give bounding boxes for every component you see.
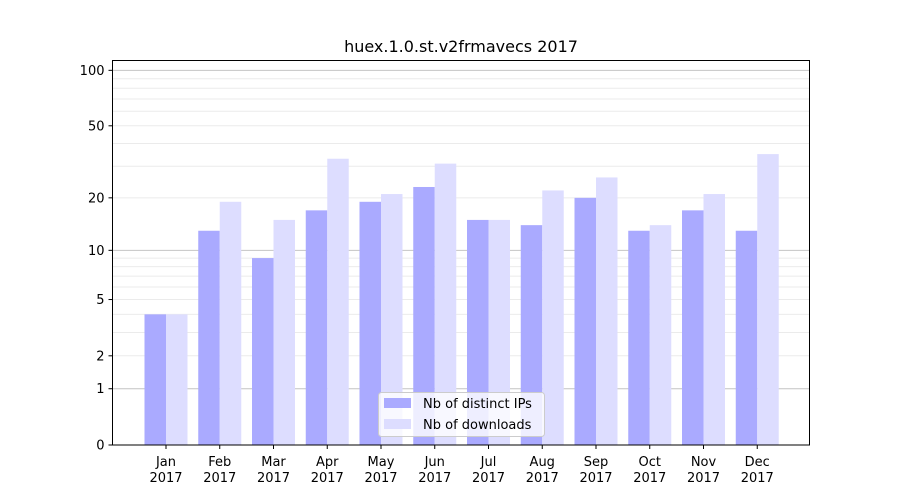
y-tick-label: 1 xyxy=(96,382,104,397)
bar-downloads xyxy=(649,225,672,445)
x-tick-label-line: Nov xyxy=(691,455,717,470)
x-tick-label-line: 2017 xyxy=(741,471,774,486)
bar-distinct-ips xyxy=(574,197,596,445)
bar-distinct-ips xyxy=(144,314,166,445)
bar-distinct-ips xyxy=(198,230,220,445)
x-tick-label-line: Jun xyxy=(424,455,445,470)
x-tick-label: Jul 2017 xyxy=(472,455,505,486)
bars xyxy=(144,154,779,446)
x-tick-label: Mar 2017 xyxy=(257,455,290,486)
bar-downloads xyxy=(273,219,295,445)
x-tick-label: Nov 2017 xyxy=(687,455,720,486)
x-tick-label: Dec 2017 xyxy=(741,455,774,486)
bar-downloads xyxy=(434,163,457,445)
x-tick-label: Jan 2017 xyxy=(149,455,182,486)
bar-downloads xyxy=(542,190,564,445)
x-tick-label-line: Feb xyxy=(208,455,231,470)
x-tick-label: Sep 2017 xyxy=(579,455,612,486)
bar-downloads xyxy=(219,201,242,445)
x-tick-label: May 2017 xyxy=(364,455,397,486)
bar-downloads xyxy=(757,154,779,445)
axes-frame xyxy=(112,60,810,446)
x-tick-label-line: 2017 xyxy=(418,471,451,486)
x-tick-label-line: 2017 xyxy=(203,471,236,486)
y-tick-label: 5 xyxy=(96,293,104,308)
x-tick-label-line: 2017 xyxy=(311,471,344,486)
x-tick-label-line: May xyxy=(368,455,395,470)
x-tick-label-line: 2017 xyxy=(579,471,612,486)
bar-distinct-ips xyxy=(467,219,489,445)
bar-downloads xyxy=(703,194,725,445)
bar-distinct-ips xyxy=(413,186,435,446)
y-tick-label: 20 xyxy=(88,191,105,206)
bar-distinct-ips xyxy=(735,230,758,445)
bar-distinct-ips xyxy=(628,230,650,445)
x-tick-label: Feb 2017 xyxy=(203,455,236,486)
x-tick-label-line: Sep xyxy=(584,455,609,470)
y-tick-label: 0 xyxy=(96,439,104,454)
bar-downloads xyxy=(381,194,403,445)
bar-distinct-ips xyxy=(682,210,704,445)
bar-distinct-ips xyxy=(359,201,381,445)
bar-downloads xyxy=(166,314,188,445)
y-tick-label: 2 xyxy=(96,349,104,364)
x-tick-label-line: Jul xyxy=(480,455,497,470)
bar-distinct-ips xyxy=(305,210,328,445)
x-tick-label-line: 2017 xyxy=(257,471,290,486)
x-tick-label-line: Mar xyxy=(261,455,286,470)
bar-downloads xyxy=(596,177,618,446)
bar-downloads xyxy=(488,219,510,445)
legend-box xyxy=(378,392,545,437)
x-tick-label-line: 2017 xyxy=(687,471,720,486)
x-tick-label-line: 2017 xyxy=(472,471,505,486)
x-tick-label-line: 2017 xyxy=(149,471,182,486)
x-tick-label-line: Jan xyxy=(155,455,176,470)
x-tick-label-line: Dec xyxy=(745,455,770,470)
x-tick-label-line: 2017 xyxy=(633,471,666,486)
legend-label: Nb of distinct IPs xyxy=(423,397,532,412)
bar-downloads xyxy=(327,158,349,446)
x-tick-label: Jun 2017 xyxy=(418,455,451,486)
bar-distinct-ips xyxy=(520,225,543,445)
legend-label: Nb of downloads xyxy=(423,418,532,433)
chart-title: huex.1.0.st.v2frmavecs 2017 xyxy=(344,37,578,56)
x-tick-label-line: Apr xyxy=(316,455,339,470)
x-tick-label: Oct 2017 xyxy=(633,455,666,486)
bar-distinct-ips xyxy=(252,258,274,445)
y-tick-label: 50 xyxy=(88,119,105,134)
legend-swatch xyxy=(384,398,411,408)
x-tick-label-line: 2017 xyxy=(364,471,397,486)
x-tick-label-line: Aug xyxy=(530,455,555,470)
y-tick-label: 100 xyxy=(80,64,105,79)
x-tick-label-line: 2017 xyxy=(526,471,559,486)
legend-swatch xyxy=(384,419,411,429)
y-axis: 0 1 2 5 10 20 50 100 xyxy=(80,64,113,454)
x-tick-label: Apr 2017 xyxy=(311,455,344,486)
legend: Nb of distinct IPs Nb of downloads xyxy=(378,392,545,437)
y-tick-label: 10 xyxy=(88,244,105,259)
x-tick-label-line: Oct xyxy=(639,455,661,470)
x-tick-label: Aug 2017 xyxy=(526,455,559,486)
